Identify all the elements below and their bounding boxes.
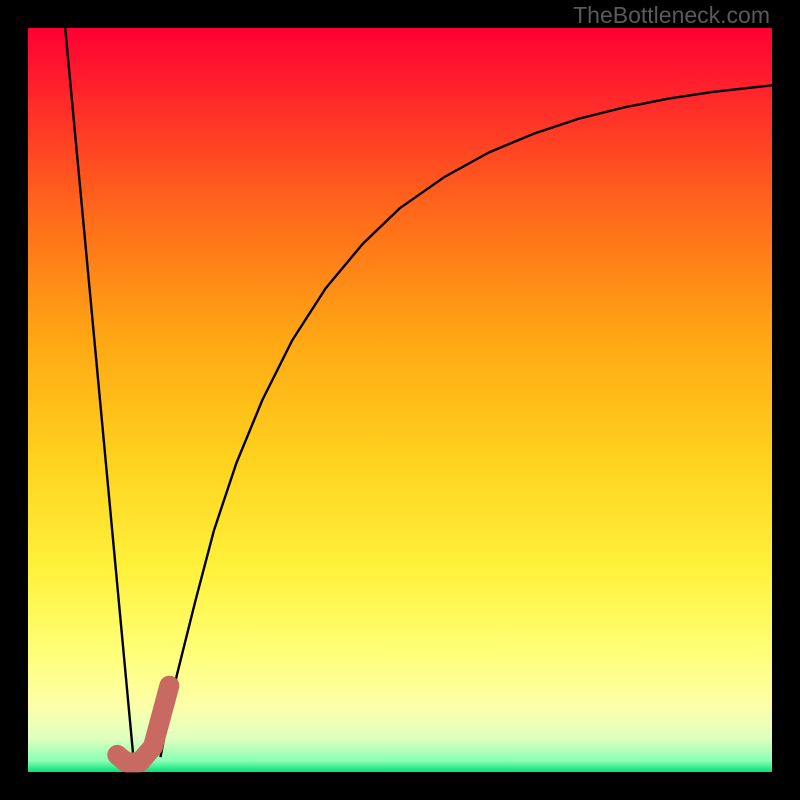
curve-overlay [0, 0, 800, 800]
right-curve [160, 85, 772, 757]
left-curve [65, 28, 133, 760]
chart-frame: TheBottleneck.com [0, 0, 800, 800]
highlight-marker [117, 686, 169, 763]
